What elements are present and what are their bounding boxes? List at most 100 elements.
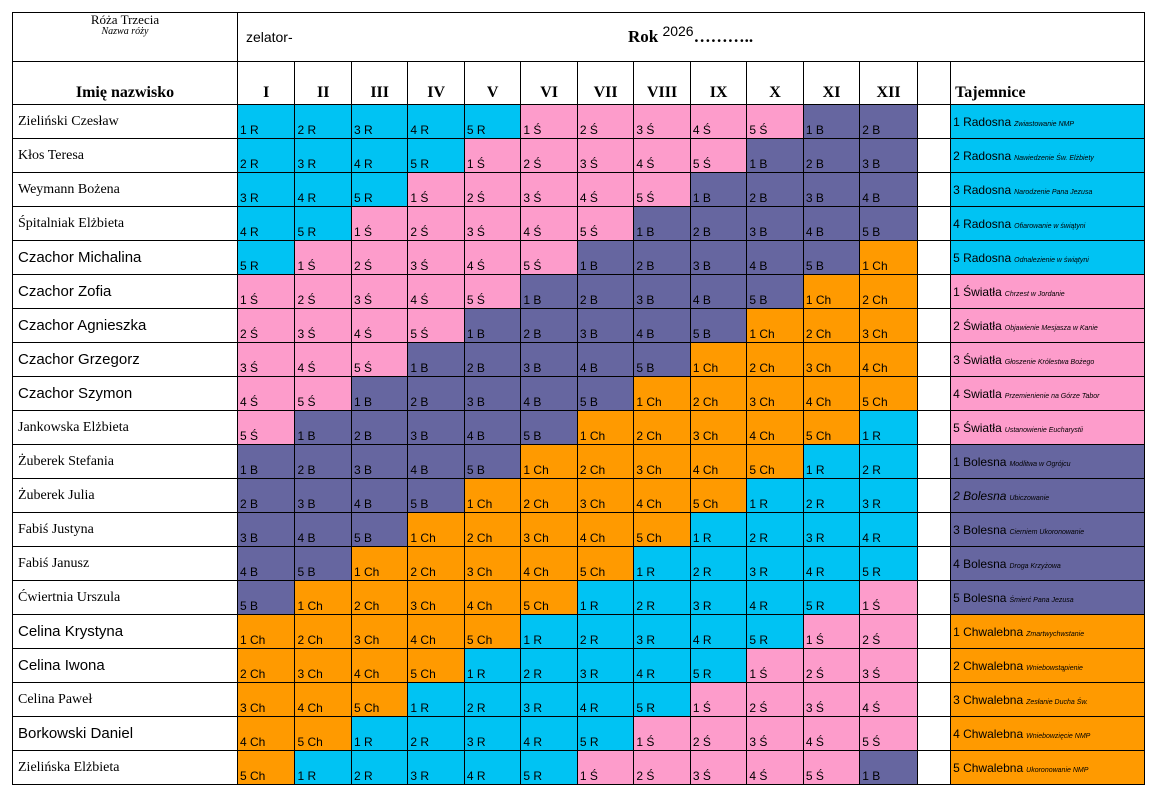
mystery-subtitle: Cierniem Ukoronowanie [1009,528,1085,536]
month-header: II [294,61,352,105]
rose-caption: Nazwa róży [101,25,149,37]
member-name: Zielińska Elżbieta [12,750,238,785]
mystery-assignment-cell: 3 R [689,580,748,615]
mystery-assignment-cell: 3 Ch [746,376,804,411]
mystery-assignment-cell: 4 Ś [520,206,578,241]
mystery-assignment-cell: 1 R [407,682,465,717]
mystery-assignment-cell: 3 Ś [689,750,748,785]
mystery-subtitle: Wniebowstąpienie [1026,664,1083,672]
mystery-assignment-cell: 5 Ś [294,376,352,411]
mystery-assignment-cell: 1 R [633,546,691,581]
mystery-assignment-cell: 5 Ch [689,478,748,513]
mystery-assignment-cell: 2 R [689,546,748,581]
mystery-assignment-cell: 1 Ś [520,104,578,139]
mystery-assignment-cell: 4 Ch [350,648,409,683]
month-header: X [746,61,804,105]
mystery-assignment-cell: 5 Ch [294,716,352,751]
mystery-assignment-cell: 1 Ch [294,580,352,615]
mystery-assignment-cell: 2 B [350,410,409,445]
mystery-cell: 4 Radosna Ofiarowanie w świątyni [950,206,1145,241]
mystery-cell: 4 Chwalebna Wniebowzięcie NMP [950,716,1145,751]
mystery-assignment-cell: 4 Ch [746,410,804,445]
mystery-assignment-cell: 2 R [520,648,578,683]
mystery-assignment-cell: 5 Ch [407,648,465,683]
mystery-assignment-cell: 3 B [689,240,748,275]
mystery-assignment-cell: 5 Ch [463,614,522,649]
mystery-title: 3 Chwalebna [953,692,1024,707]
mystery-assignment-cell: 3 Ś [576,138,635,173]
mystery-assignment-cell: 2 Ś [859,614,918,649]
member-name: Czachor Michalina [12,240,238,275]
mystery-assignment-cell: 5 R [633,682,691,717]
member-name: Śpitalniak Elżbieta [12,206,238,241]
mystery-assignment-cell: 1 B [236,444,296,479]
mystery-assignment-cell: 2 R [294,104,352,139]
mystery-assignment-cell: 3 R [236,172,296,207]
year-label: Rok [627,27,659,46]
mystery-subtitle: Narodzenie Pana Jezusa [1014,188,1093,196]
mystery-assignment-cell: 4 Ś [802,716,861,751]
mystery-assignment-cell: 3 Ś [859,648,918,683]
mystery-assignment-cell: 5 Ch [802,410,861,445]
mystery-assignment-cell: 4 R [576,682,635,717]
blank-cell [916,308,952,343]
mystery-assignment-cell: 5 Ś [407,308,465,343]
mystery-assignment-cell: 1 Ch [689,342,748,377]
mystery-assignment-cell: 1 B [859,750,918,785]
mystery-assignment-cell: 4 Ś [689,104,748,139]
blank-cell [916,342,952,377]
mystery-assignment-cell: 5 B [859,206,918,241]
mystery-assignment-cell: 3 B [633,274,691,309]
mystery-assignment-cell: 2 Ch [294,614,352,649]
mystery-assignment-cell: 5 B [520,410,578,445]
mystery-assignment-cell: 3 B [746,206,804,241]
mystery-assignment-cell: 5 R [689,648,748,683]
mystery-assignment-cell: 2 B [576,274,635,309]
mystery-assignment-cell: 3 Ś [633,104,691,139]
mystery-cell: 5 Bolesna Śmierć Pana Jezusa [950,580,1145,615]
blank-cell [916,614,952,649]
mystery-title: 2 Radosna [953,148,1012,163]
mystery-assignment-cell: 2 Ś [294,274,352,309]
mystery-assignment-cell: 4 R [859,512,918,547]
mystery-assignment-cell: 4 B [236,546,296,581]
mystery-assignment-cell: 2 B [859,104,918,139]
mystery-title: 4 Chwalebna [953,726,1024,741]
mystery-assignment-cell: 2 R [633,580,691,615]
mystery-assignment-cell: 2 R [802,478,861,513]
mystery-assignment-cell: 2 B [689,206,748,241]
mystery-title: 2 Światła [953,318,1002,333]
mystery-assignment-cell: 1 Ś [294,240,352,275]
mystery-assignment-cell: 5 B [689,308,748,343]
mystery-assignment-cell: 4 Ś [576,172,635,207]
mystery-assignment-cell: 1 Ś [746,648,804,683]
mysteries-header: Tajemnice [950,61,1145,105]
blank-cell [916,138,952,173]
mystery-assignment-cell: 2 Ch [859,274,918,309]
mystery-assignment-cell: 3 Ch [520,512,578,547]
blank-cell [916,172,952,207]
mystery-assignment-cell: 1 B [463,308,522,343]
mystery-assignment-cell: 4 Ch [520,546,578,581]
member-name: Celina Krystyna [12,614,238,649]
mystery-assignment-cell: 4 B [633,308,691,343]
member-name: Weymann Bożena [12,172,238,207]
mystery-subtitle: Nawiedzenie Św. Elżbiety [1014,154,1094,162]
blank-cell [916,716,952,751]
mystery-title: 1 Chwalebna [953,624,1024,639]
mystery-assignment-cell: 5 Ch [576,546,635,581]
mystery-subtitle: Ofiarowanie w świątyni [1014,222,1086,230]
mystery-assignment-cell: 1 Ch [576,410,635,445]
mystery-assignment-cell: 3 Ch [236,682,296,717]
mystery-title: 5 Światła [953,420,1002,435]
mystery-assignment-cell: 4 R [463,750,522,785]
mystery-subtitle: Objawienie Mesjasza w Kanie [1004,324,1098,332]
mystery-assignment-cell: 5 B [463,444,522,479]
mystery-subtitle: Modlitwa w Ogrójcu [1009,460,1071,468]
mystery-cell: 2 Radosna Nawiedzenie Św. Elżbiety [950,138,1145,173]
